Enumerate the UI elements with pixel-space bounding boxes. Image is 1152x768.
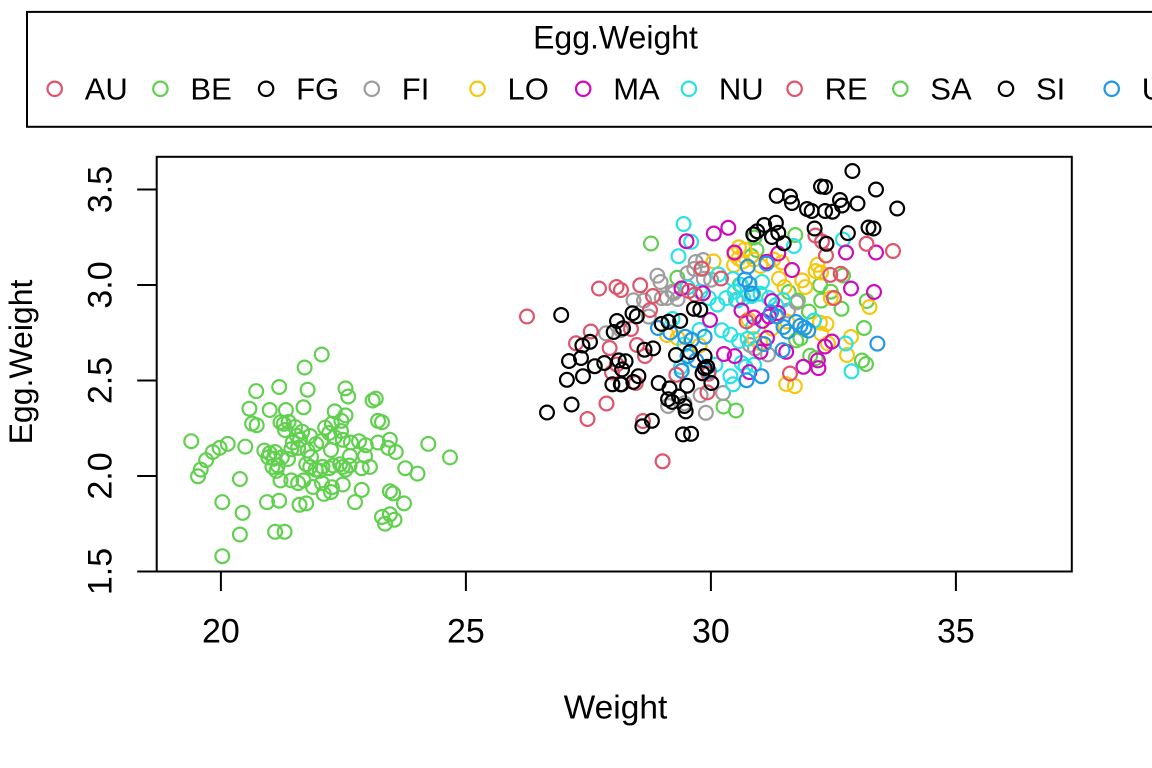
- svg-text:2.0: 2.0: [82, 452, 120, 499]
- svg-text:NU: NU: [719, 71, 764, 106]
- svg-text:FI: FI: [402, 71, 430, 106]
- svg-text:Egg.Weight: Egg.Weight: [3, 279, 39, 444]
- svg-text:20: 20: [202, 613, 240, 651]
- svg-text:BE: BE: [190, 71, 231, 106]
- svg-text:1.5: 1.5: [82, 548, 120, 595]
- svg-text:RE: RE: [825, 71, 868, 106]
- svg-text:35: 35: [937, 613, 975, 651]
- svg-text:UK: UK: [1142, 71, 1152, 106]
- svg-text:FG: FG: [296, 71, 339, 106]
- svg-text:2.5: 2.5: [82, 357, 120, 404]
- svg-text:LO: LO: [508, 71, 549, 106]
- svg-text:3.5: 3.5: [82, 166, 120, 213]
- svg-text:30: 30: [692, 613, 730, 651]
- svg-text:SI: SI: [1036, 71, 1065, 106]
- svg-text:SA: SA: [930, 71, 972, 106]
- svg-text:25: 25: [447, 613, 485, 651]
- svg-text:Weight: Weight: [564, 690, 668, 727]
- svg-text:MA: MA: [613, 71, 660, 106]
- svg-text:Egg.Weight: Egg.Weight: [533, 20, 698, 56]
- svg-text:3.0: 3.0: [82, 261, 120, 308]
- svg-text:AU: AU: [85, 71, 128, 106]
